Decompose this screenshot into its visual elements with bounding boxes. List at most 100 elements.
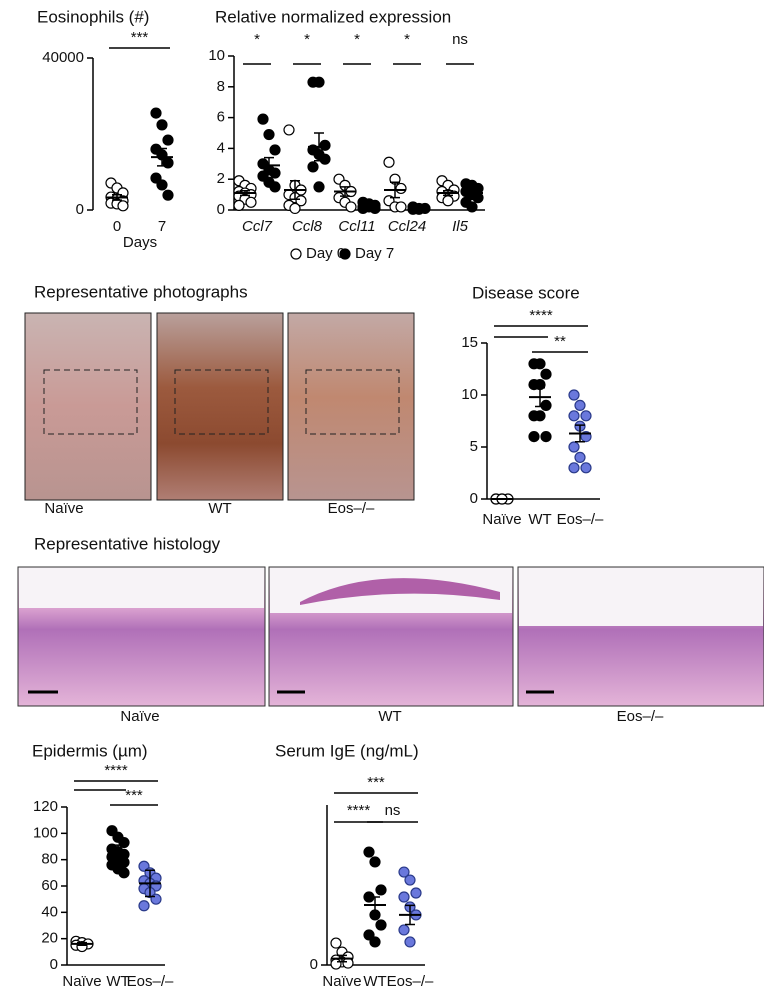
- dot: [472, 192, 484, 204]
- x-tick-label: Eos–/–: [557, 511, 604, 528]
- dot: [295, 195, 307, 207]
- dot: [568, 410, 580, 422]
- dot: [363, 846, 375, 858]
- legend-label: Day 0: [306, 245, 345, 262]
- y-tick-label: 5: [470, 438, 478, 455]
- dot: [369, 856, 381, 868]
- error-bar: [364, 204, 374, 208]
- y-tick-label: 80: [41, 851, 58, 868]
- significance: *: [404, 31, 410, 48]
- significance: ****: [529, 307, 553, 324]
- x-tick-label: Naïve: [62, 973, 101, 990]
- y-tick-label: 120: [33, 798, 58, 815]
- legend-marker: [339, 248, 351, 260]
- y-tick-label: 0: [50, 956, 58, 973]
- dot: [245, 196, 257, 208]
- error-bar: [112, 194, 122, 201]
- dot: [528, 431, 540, 443]
- y-tick-label: 20: [41, 930, 58, 947]
- error-bar: [467, 189, 477, 197]
- dot: [580, 410, 592, 422]
- histology-title: Representative histology: [34, 534, 221, 553]
- x-axis-label: Days: [123, 234, 157, 251]
- y-tick-label: 10: [208, 47, 225, 64]
- dot: [319, 153, 331, 165]
- dot: [162, 189, 174, 201]
- dot: [540, 431, 552, 443]
- error-bar: [405, 904, 415, 926]
- dot: [375, 884, 387, 896]
- significance: ***: [125, 787, 143, 804]
- photos-title: Representative photographs: [34, 282, 248, 301]
- dot: [330, 937, 342, 949]
- error-bar: [340, 186, 350, 197]
- histology-label: Naïve: [120, 708, 159, 725]
- dot: [395, 201, 407, 213]
- histology-eos: [517, 566, 764, 707]
- chart-title: Disease score: [472, 283, 580, 302]
- error-bar: [390, 181, 400, 199]
- photo-label: Naïve: [44, 500, 83, 517]
- significance: ns: [385, 802, 401, 819]
- error-bar: [337, 954, 347, 963]
- dot: [568, 441, 580, 453]
- chart-title: Eosinophils (#): [37, 7, 149, 26]
- dot: [162, 134, 174, 146]
- dot: [369, 936, 381, 948]
- chart-title: Relative normalized expression: [215, 7, 451, 26]
- photo-eos: [287, 312, 415, 501]
- dot: [269, 144, 281, 156]
- dot: [313, 76, 325, 88]
- significance: ***: [131, 29, 149, 46]
- significance: ns: [452, 31, 468, 48]
- significance: **: [554, 333, 566, 350]
- dot: [534, 410, 546, 422]
- y-tick-label: 8: [217, 78, 225, 95]
- error-bar: [575, 424, 585, 443]
- significance: *: [254, 31, 260, 48]
- dot: [383, 156, 395, 168]
- x-tick-label: Ccl8: [292, 218, 323, 235]
- significance: ****: [347, 802, 371, 819]
- dot: [574, 451, 586, 463]
- error-bar: [370, 896, 380, 914]
- dot: [345, 201, 357, 213]
- dot: [233, 199, 245, 211]
- x-tick-label: Il5: [452, 218, 469, 235]
- legend-marker: [290, 248, 302, 260]
- y-tick-label: 0: [470, 490, 478, 507]
- x-tick-label: Ccl7: [242, 218, 273, 235]
- dot: [138, 900, 150, 912]
- error-bar: [290, 179, 300, 200]
- y-tick-label: 0: [76, 201, 84, 218]
- dot: [580, 462, 592, 474]
- histology-wt: [268, 566, 514, 707]
- error-bar: [443, 190, 453, 197]
- dot: [283, 124, 295, 136]
- dot: [313, 181, 325, 193]
- x-tick-label: Naïve: [322, 973, 361, 990]
- dot: [534, 358, 546, 370]
- histology-naive: [17, 566, 266, 707]
- dot: [150, 893, 162, 905]
- significance: *: [304, 31, 310, 48]
- y-tick-label: 0: [217, 201, 225, 218]
- y-tick-label: 60: [41, 877, 58, 894]
- y-tick-label: 40: [41, 903, 58, 920]
- dot: [442, 195, 454, 207]
- dot: [289, 202, 301, 215]
- histology-label: Eos–/–: [617, 708, 664, 725]
- y-tick-label: 2: [217, 170, 225, 187]
- dot: [410, 887, 422, 899]
- y-tick-label: 10: [461, 386, 478, 403]
- x-tick-label: Eos–/–: [127, 973, 174, 990]
- dot: [330, 958, 342, 970]
- dot: [574, 399, 586, 411]
- dot: [156, 179, 168, 191]
- significance: ****: [104, 762, 128, 779]
- y-tick-label: 0: [310, 956, 318, 973]
- dot: [466, 201, 478, 213]
- dot: [156, 119, 168, 131]
- x-tick-label: 7: [158, 218, 166, 235]
